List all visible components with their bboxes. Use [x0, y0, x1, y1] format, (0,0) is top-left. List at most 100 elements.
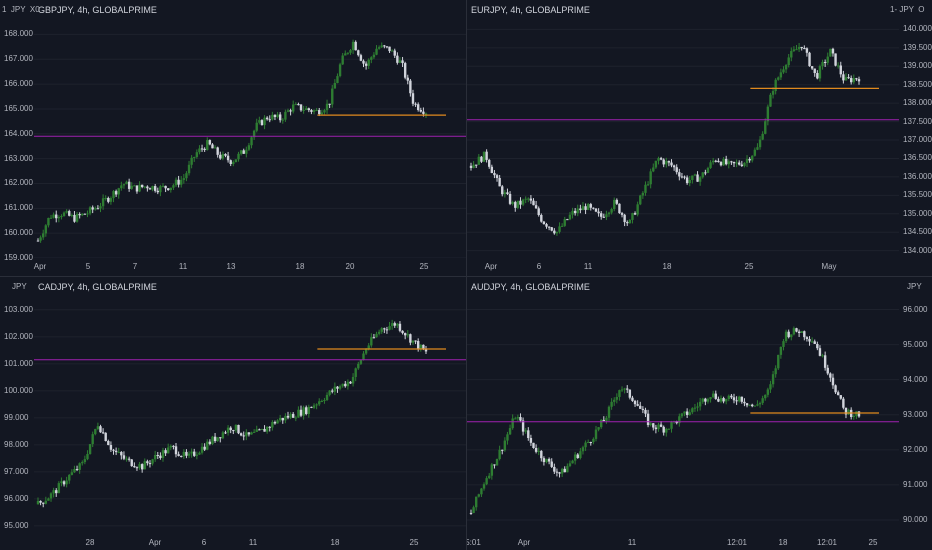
candle-body — [745, 158, 749, 163]
candle-body — [328, 103, 331, 105]
candle-body — [810, 341, 814, 343]
candle-body — [607, 212, 611, 215]
candle-body — [177, 179, 180, 185]
candle-body — [662, 159, 665, 165]
candle-body — [174, 446, 178, 455]
price-tick-label: 91.000 — [903, 479, 928, 489]
chart-pane-gbpjpy[interactable]: 1 JPY X0 GBPJPY, 4h, GLOBALPRIME 168.000… — [0, 0, 466, 276]
candle-body — [646, 184, 650, 186]
currency-label: JPY — [12, 282, 27, 291]
candle-body — [148, 188, 152, 190]
price-axis[interactable] — [0, 277, 34, 550]
candle-body — [805, 48, 809, 53]
candle-body — [312, 405, 316, 408]
time-axis[interactable] — [0, 534, 466, 550]
candle-body — [159, 455, 162, 459]
candle-body — [816, 73, 819, 79]
price-tick-label: 159.000 — [4, 253, 33, 262]
price-tick-label: 135.000 — [903, 208, 932, 218]
candle-body — [555, 471, 559, 473]
time-axis[interactable] — [467, 534, 932, 550]
price-plot[interactable] — [0, 0, 466, 276]
candle-body — [855, 78, 858, 80]
price-plot[interactable] — [467, 277, 932, 550]
candle-body — [472, 507, 475, 514]
price-plot[interactable] — [467, 0, 932, 276]
candle-body — [239, 150, 243, 154]
candle-body — [586, 442, 590, 444]
candle-body — [618, 203, 621, 214]
candle-body — [480, 156, 483, 162]
candle-body — [260, 120, 264, 126]
candle-body — [553, 466, 556, 472]
candle-body — [600, 419, 603, 428]
candle-body — [367, 345, 370, 350]
candle-body — [545, 458, 548, 463]
candle-body — [790, 51, 793, 58]
candle-body — [367, 59, 370, 66]
price-axis[interactable] — [899, 0, 932, 276]
time-tick-label: Apr — [148, 538, 162, 547]
chart-pane-audjpy[interactable]: JPY AUDJPY, 4h, GLOBALPRIME 96.000 95.000… — [467, 277, 932, 550]
candle-body — [375, 333, 378, 338]
symbol-title: GBPJPY, 4h, GLOBALPRIME — [38, 5, 157, 15]
candle-body — [829, 48, 832, 57]
candle-body — [239, 433, 243, 436]
candle-body — [57, 217, 61, 219]
candle-body — [748, 158, 751, 161]
time-tick-label: 5:01 — [467, 538, 481, 547]
candle-body — [393, 50, 396, 56]
candle-body — [260, 428, 264, 430]
candle-body — [297, 409, 300, 418]
candle-body — [409, 334, 412, 343]
price-tick-label: 97.000 — [4, 466, 29, 476]
chart-pane-eurjpy[interactable]: 1- JPY O EURJPY, 4h, GLOBALPRIME 140.000… — [467, 0, 932, 276]
time-tick-label: Apr — [484, 262, 498, 271]
candle-body — [122, 184, 126, 186]
candle-body — [42, 502, 45, 504]
candle-body — [62, 212, 66, 217]
candle-body — [52, 214, 55, 218]
candle-body — [534, 205, 538, 209]
candle-body — [393, 323, 396, 326]
candle-body — [652, 423, 655, 428]
price-plot[interactable] — [0, 277, 466, 550]
candle-body — [424, 349, 428, 352]
candle-body — [787, 57, 790, 66]
candle-body — [268, 426, 271, 428]
candle-body — [44, 225, 48, 234]
price-axis[interactable] — [899, 277, 932, 550]
candle-body — [190, 451, 193, 454]
candle-body — [127, 458, 131, 460]
candle-body — [641, 192, 645, 196]
candle-body — [36, 500, 40, 505]
price-tick-label: 167.000 — [4, 54, 33, 64]
pane-divider-vertical[interactable] — [466, 0, 467, 550]
candle-body — [104, 197, 107, 199]
candle-body — [751, 155, 754, 161]
candle-body — [620, 213, 624, 215]
candle-body — [331, 390, 334, 392]
candle-body — [743, 401, 746, 404]
candle-body — [232, 430, 235, 432]
candle-body — [81, 462, 84, 464]
candle-body — [401, 330, 404, 334]
price-axis[interactable] — [0, 0, 34, 276]
pane-divider-horizontal[interactable] — [0, 276, 932, 277]
candle-body — [790, 334, 793, 338]
candle-body — [99, 426, 102, 433]
candle-body — [221, 154, 225, 159]
candle-body — [672, 165, 676, 168]
candle-body — [821, 355, 824, 357]
candle-body — [200, 148, 204, 150]
candle-body — [73, 469, 76, 473]
candle-body — [857, 411, 861, 417]
time-axis[interactable] — [0, 258, 466, 276]
time-axis[interactable] — [467, 258, 932, 276]
candle-body — [680, 176, 684, 178]
candle-body — [65, 211, 68, 213]
candle-body — [857, 79, 861, 82]
candle-body — [740, 396, 744, 402]
price-tick-label: 165.000 — [4, 103, 33, 113]
chart-pane-cadjpy[interactable]: JPY CADJPY, 4h, GLOBALPRIME 103.000 102.0… — [0, 277, 466, 550]
